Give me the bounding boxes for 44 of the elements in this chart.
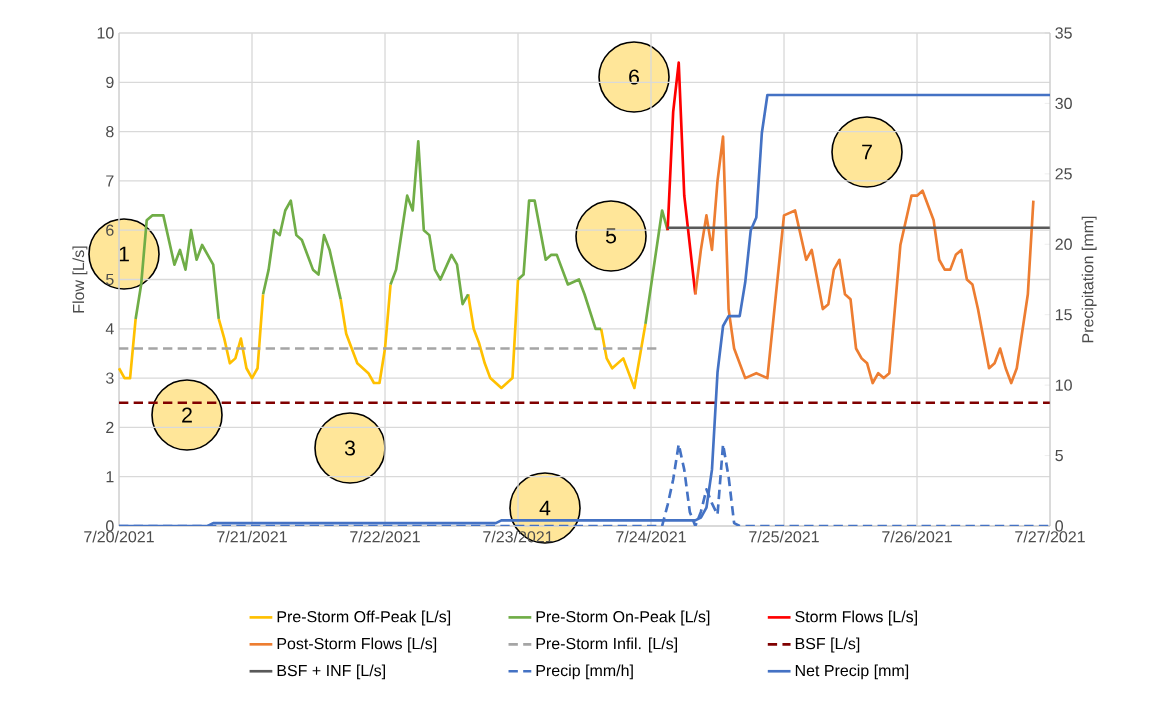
y-tick-label: 0: [106, 520, 114, 532]
x-tick-label: 7/24/2021: [616, 530, 686, 543]
x-tick-label: 7/20/2021: [84, 530, 154, 543]
y-tick-label: 10: [97, 27, 114, 39]
y-tick-label: 4: [105, 323, 114, 335]
x-tick-label: 7/27/2021: [1015, 530, 1085, 543]
y-tick-label: 7: [106, 175, 114, 187]
y-tick-label: 3: [106, 372, 114, 384]
y2-tick-label: 30: [1055, 97, 1072, 110]
annotation: 3: [344, 440, 355, 456]
annotation: 2: [182, 407, 192, 423]
y2-tick-label: 0: [1055, 520, 1064, 532]
y-tick-label: 2: [106, 421, 114, 433]
x-tick-label: 7/25/2021: [749, 530, 819, 543]
legend-label: Pre-Storm Off-Peak [L/s]: [277, 610, 451, 626]
y-tick-label: 9: [106, 76, 114, 88]
y-tick-label: 1: [106, 471, 114, 483]
legend-label: Net Precip [mm]: [795, 664, 909, 680]
legend-label: Precip [mm/h]: [536, 664, 633, 680]
x-tick-label: 7/21/2021: [217, 530, 287, 543]
y2-tick-label: 5: [1055, 450, 1063, 462]
line-series: [694, 135, 1035, 385]
legend-label: BSF [L/s]: [795, 637, 860, 653]
y2-tick-label: 35: [1055, 27, 1072, 39]
y-tick-label: 8: [106, 125, 114, 138]
y2-tick-label: 15: [1055, 309, 1072, 321]
y2-tick-label: 25: [1055, 168, 1072, 180]
legend-label: BSF + INF [L/s]: [277, 664, 385, 680]
legend-label: Pre-Storm Infil. [L/s]: [536, 637, 677, 653]
legend-label: Post-Storm Flows [L/s]: [277, 637, 437, 653]
annotation: 1: [119, 246, 129, 262]
annotation: 5: [605, 228, 617, 244]
y2-tick-label: 10: [1055, 379, 1072, 391]
y-axis-title: Flow [L/s]: [72, 246, 88, 313]
legend-label: Pre-Storm On-Peak [L/s]: [536, 610, 710, 626]
x-tick-label: 7/26/2021: [882, 530, 952, 543]
annotation: 4: [539, 500, 551, 516]
annotation: 7: [862, 144, 872, 160]
x-tick-label: 7/22/2021: [350, 530, 420, 543]
legend-label: Storm Flows [L/s]: [795, 610, 917, 626]
y2-axis-title: Precipitation [mm]: [1081, 216, 1097, 343]
y-tick-label: 6: [106, 224, 114, 236]
y2-tick-label: 20: [1055, 238, 1072, 250]
y-tick-label: 5: [106, 273, 114, 286]
